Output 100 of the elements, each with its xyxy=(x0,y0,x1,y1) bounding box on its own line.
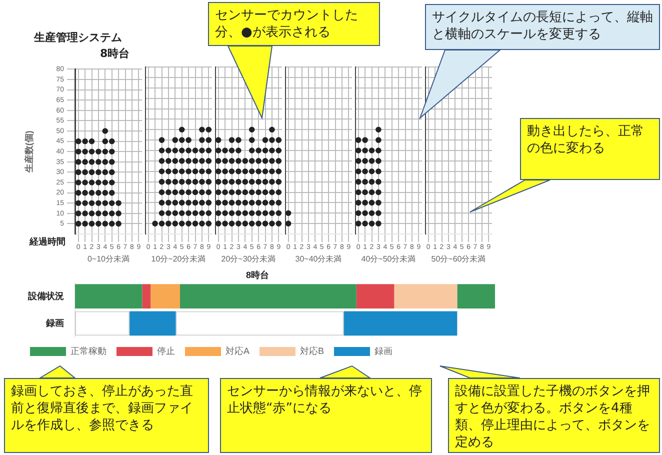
point xyxy=(362,189,368,196)
text: 動き出したら、正常の色に変わる xyxy=(520,118,660,180)
point xyxy=(102,210,108,216)
point xyxy=(355,220,362,226)
point xyxy=(116,220,122,227)
point xyxy=(362,220,368,226)
point xyxy=(82,220,88,227)
x-axis-title: 30~40分未満 xyxy=(295,254,342,264)
y-tick-label: 録画 xyxy=(45,318,64,328)
point xyxy=(102,138,108,144)
point xyxy=(355,189,362,196)
x-axis-title: 50分~60分未満 xyxy=(431,254,486,264)
point xyxy=(82,190,88,196)
point xyxy=(108,169,115,176)
point xyxy=(376,189,382,196)
point xyxy=(88,200,95,206)
point xyxy=(102,169,108,176)
point xyxy=(355,168,362,174)
point xyxy=(368,189,375,196)
point xyxy=(355,158,362,164)
legend-label: 録画 xyxy=(374,346,393,356)
point xyxy=(96,190,102,196)
point xyxy=(82,159,88,165)
y-axis-title: 生産数(個) xyxy=(24,130,34,174)
point xyxy=(88,220,95,227)
point xyxy=(102,180,108,186)
legend-label: 正常稼動 xyxy=(70,346,106,356)
point xyxy=(88,210,95,216)
point xyxy=(75,210,82,216)
x-axis-title: 0~10分未満 xyxy=(87,254,130,264)
x-axis-title: 20分~30分未満 xyxy=(221,254,276,264)
point xyxy=(82,210,88,216)
text: センサーでカウントした分、●が表示される xyxy=(208,2,380,46)
point xyxy=(75,138,82,144)
point xyxy=(355,178,362,185)
legend-label: 対応B xyxy=(300,346,324,356)
point xyxy=(75,159,82,165)
point xyxy=(368,168,375,174)
point xyxy=(75,200,82,206)
point xyxy=(82,200,88,206)
point xyxy=(362,168,368,174)
point xyxy=(376,168,382,174)
point xyxy=(102,128,108,134)
point xyxy=(75,220,82,227)
point xyxy=(82,169,88,176)
point xyxy=(82,138,88,144)
point xyxy=(376,158,382,164)
point xyxy=(96,159,102,165)
point xyxy=(108,159,115,165)
point xyxy=(75,169,82,176)
point xyxy=(96,148,102,154)
point xyxy=(102,200,108,206)
x-axis-title: 40分~50分未満 xyxy=(361,254,416,264)
point xyxy=(355,200,362,206)
chart-title: 8時台 xyxy=(246,270,270,280)
point xyxy=(88,169,95,176)
point xyxy=(362,137,368,143)
point xyxy=(88,159,95,165)
chart-subtitle: 8時台 xyxy=(100,46,130,61)
point xyxy=(116,210,122,216)
point xyxy=(75,190,82,196)
text: センサーから情報が来ないと、停止状態“赤”になる xyxy=(220,378,432,453)
point xyxy=(362,148,368,154)
point xyxy=(368,178,375,185)
point xyxy=(116,200,122,206)
point xyxy=(96,200,102,206)
point xyxy=(96,169,102,176)
point xyxy=(376,178,382,185)
point xyxy=(75,180,82,186)
point xyxy=(362,210,368,216)
point xyxy=(96,220,102,227)
point xyxy=(108,148,115,154)
point xyxy=(108,220,115,227)
point xyxy=(362,178,368,185)
text: 経過時間 xyxy=(28,236,66,248)
point xyxy=(108,200,115,206)
point xyxy=(368,148,375,154)
point xyxy=(88,138,95,144)
legend-label: 停止 xyxy=(157,346,175,356)
point xyxy=(108,190,115,196)
text: 録画しておき、停止があった直前と復帰直後まで、録画ファイルを作成し、参照できる xyxy=(4,378,209,453)
point xyxy=(368,210,375,216)
point xyxy=(355,210,362,216)
point xyxy=(376,220,382,226)
point xyxy=(355,148,362,154)
point xyxy=(368,200,375,206)
point xyxy=(362,158,368,164)
point xyxy=(88,190,95,196)
point xyxy=(368,220,375,226)
point xyxy=(376,148,382,154)
point xyxy=(82,180,88,186)
text: 設備に設置した子機のボタンを押すと色が変わる。ボタンを4種類、停止理由によって、ボタンを定める xyxy=(448,378,660,453)
text: サイクルタイムの長短によって、縦軸と横軸のスケールを変更する xyxy=(425,4,660,50)
y-tick-label: 設備状況 xyxy=(27,290,64,301)
point xyxy=(108,210,115,216)
point xyxy=(102,148,108,154)
point xyxy=(376,137,382,143)
point xyxy=(368,158,375,164)
point xyxy=(108,138,115,144)
point xyxy=(102,159,108,165)
